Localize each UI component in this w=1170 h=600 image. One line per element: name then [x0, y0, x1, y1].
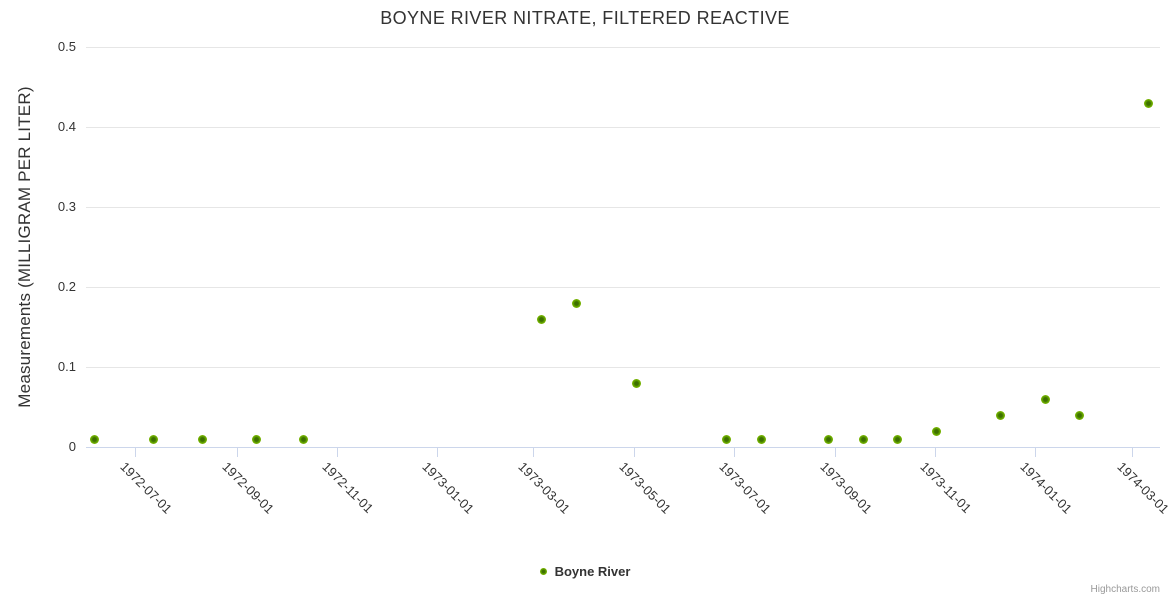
y-axis-tick-label: 0.3 [57, 199, 76, 214]
gridline [86, 127, 1160, 128]
legend-item-boyne-river[interactable]: Boyne River [539, 564, 631, 579]
x-axis-tick [533, 447, 535, 457]
x-axis-line [86, 447, 1160, 448]
x-axis-tick-label: 1972-07-01 [117, 459, 176, 517]
x-axis-tick-label: 1973-09-01 [817, 459, 876, 517]
data-point[interactable] [996, 410, 1006, 420]
x-axis-tick [1035, 447, 1037, 457]
x-axis-tick [135, 447, 136, 457]
gridline [86, 207, 1160, 208]
y-axis-tick-label: 0.1 [57, 359, 76, 374]
y-axis-tick-label: 0 [68, 439, 76, 454]
series-marker-icon [539, 568, 547, 575]
legend-item-label: Boyne River [554, 564, 631, 579]
data-point[interactable] [537, 314, 547, 324]
data-point[interactable] [824, 434, 834, 444]
x-axis-tick [733, 447, 735, 457]
x-axis-tick [633, 447, 635, 457]
data-point[interactable] [858, 434, 868, 444]
gridline [86, 287, 1160, 288]
highcharts-credits-link[interactable]: Highcharts.com [1090, 584, 1160, 595]
x-axis-tick [1132, 447, 1133, 457]
x-axis-tick-label: 1973-07-01 [715, 459, 774, 517]
x-axis-tick-label: 1974-01-01 [1017, 459, 1076, 517]
x-axis-tick [436, 447, 438, 457]
y-axis-title: Measurements (MILLIGRAM PER LITER) [15, 86, 34, 408]
data-point[interactable] [1075, 410, 1085, 420]
gridline [86, 47, 1160, 48]
data-point[interactable] [932, 426, 942, 436]
data-point[interactable] [299, 434, 309, 444]
x-axis-tick [935, 447, 937, 457]
data-point[interactable] [722, 434, 732, 444]
data-point[interactable] [89, 434, 99, 444]
y-axis-tick-label: 0.5 [57, 39, 76, 54]
x-axis-tick-label: 1973-03-01 [515, 459, 574, 517]
data-point[interactable] [1143, 98, 1153, 108]
chart-title: BOYNE RIVER NITRATE, FILTERED REACTIVE [380, 8, 790, 28]
data-point[interactable] [756, 434, 766, 444]
y-axis-tick-label: 0.2 [57, 279, 76, 294]
x-axis-tick-label: 1973-05-01 [615, 459, 674, 517]
x-axis-tick [336, 447, 338, 457]
data-point[interactable] [197, 434, 207, 444]
data-point[interactable] [1040, 394, 1050, 404]
data-point[interactable] [632, 378, 642, 388]
data-point[interactable] [148, 434, 158, 444]
x-axis-tick-label: 1972-09-01 [219, 459, 277, 517]
data-point[interactable] [251, 434, 261, 444]
x-axis-tick [236, 447, 238, 457]
legend: Boyne River [0, 564, 1170, 579]
x-axis-tick-label: 1973-11-01 [917, 459, 975, 516]
x-axis-tick [835, 447, 837, 457]
x-axis-tick-label: 1972-11-01 [319, 459, 377, 516]
y-axis-tick-label: 0.4 [57, 119, 76, 134]
x-axis-tick-label: 1973-01-01 [419, 459, 477, 517]
data-point[interactable] [893, 434, 902, 444]
data-point[interactable] [571, 298, 581, 308]
x-axis-tick-label: 1974-03-01 [1114, 459, 1170, 517]
gridline [86, 367, 1160, 368]
